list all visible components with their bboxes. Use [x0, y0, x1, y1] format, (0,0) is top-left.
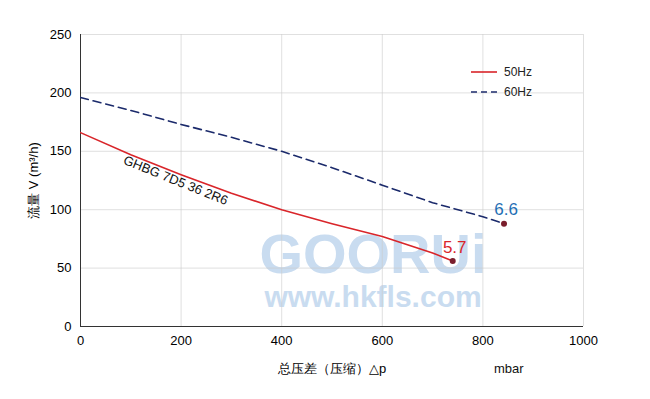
svg-text:250: 250 — [50, 27, 72, 42]
svg-text:100: 100 — [50, 202, 72, 217]
svg-text:5.7: 5.7 — [443, 238, 467, 257]
svg-text:流量 V (m³/h): 流量 V (m³/h) — [26, 142, 41, 219]
svg-text:mbar: mbar — [494, 361, 524, 376]
svg-text:GOORUi: GOORUi — [259, 222, 486, 285]
svg-text:800: 800 — [472, 333, 494, 348]
svg-text:400: 400 — [271, 333, 293, 348]
svg-text:600: 600 — [371, 333, 393, 348]
svg-text:GHBG 7D5 36 2R6: GHBG 7D5 36 2R6 — [121, 152, 230, 208]
svg-text:50: 50 — [57, 260, 71, 275]
svg-text:150: 150 — [50, 143, 72, 158]
svg-text:200: 200 — [50, 85, 72, 100]
svg-text:6.6: 6.6 — [494, 200, 518, 219]
svg-text:0: 0 — [77, 333, 84, 348]
svg-text:200: 200 — [170, 333, 192, 348]
html-text:60Hz: 60Hz — [504, 85, 532, 99]
svg-text:0: 0 — [64, 319, 71, 334]
svg-text:总压差（压缩）△p: 总压差（压缩）△p — [277, 361, 386, 376]
html-text:50Hz: 50Hz — [504, 65, 532, 79]
svg-text:www.hkfls.com: www.hkfls.com — [263, 280, 481, 313]
svg-text:1000: 1000 — [569, 333, 598, 348]
